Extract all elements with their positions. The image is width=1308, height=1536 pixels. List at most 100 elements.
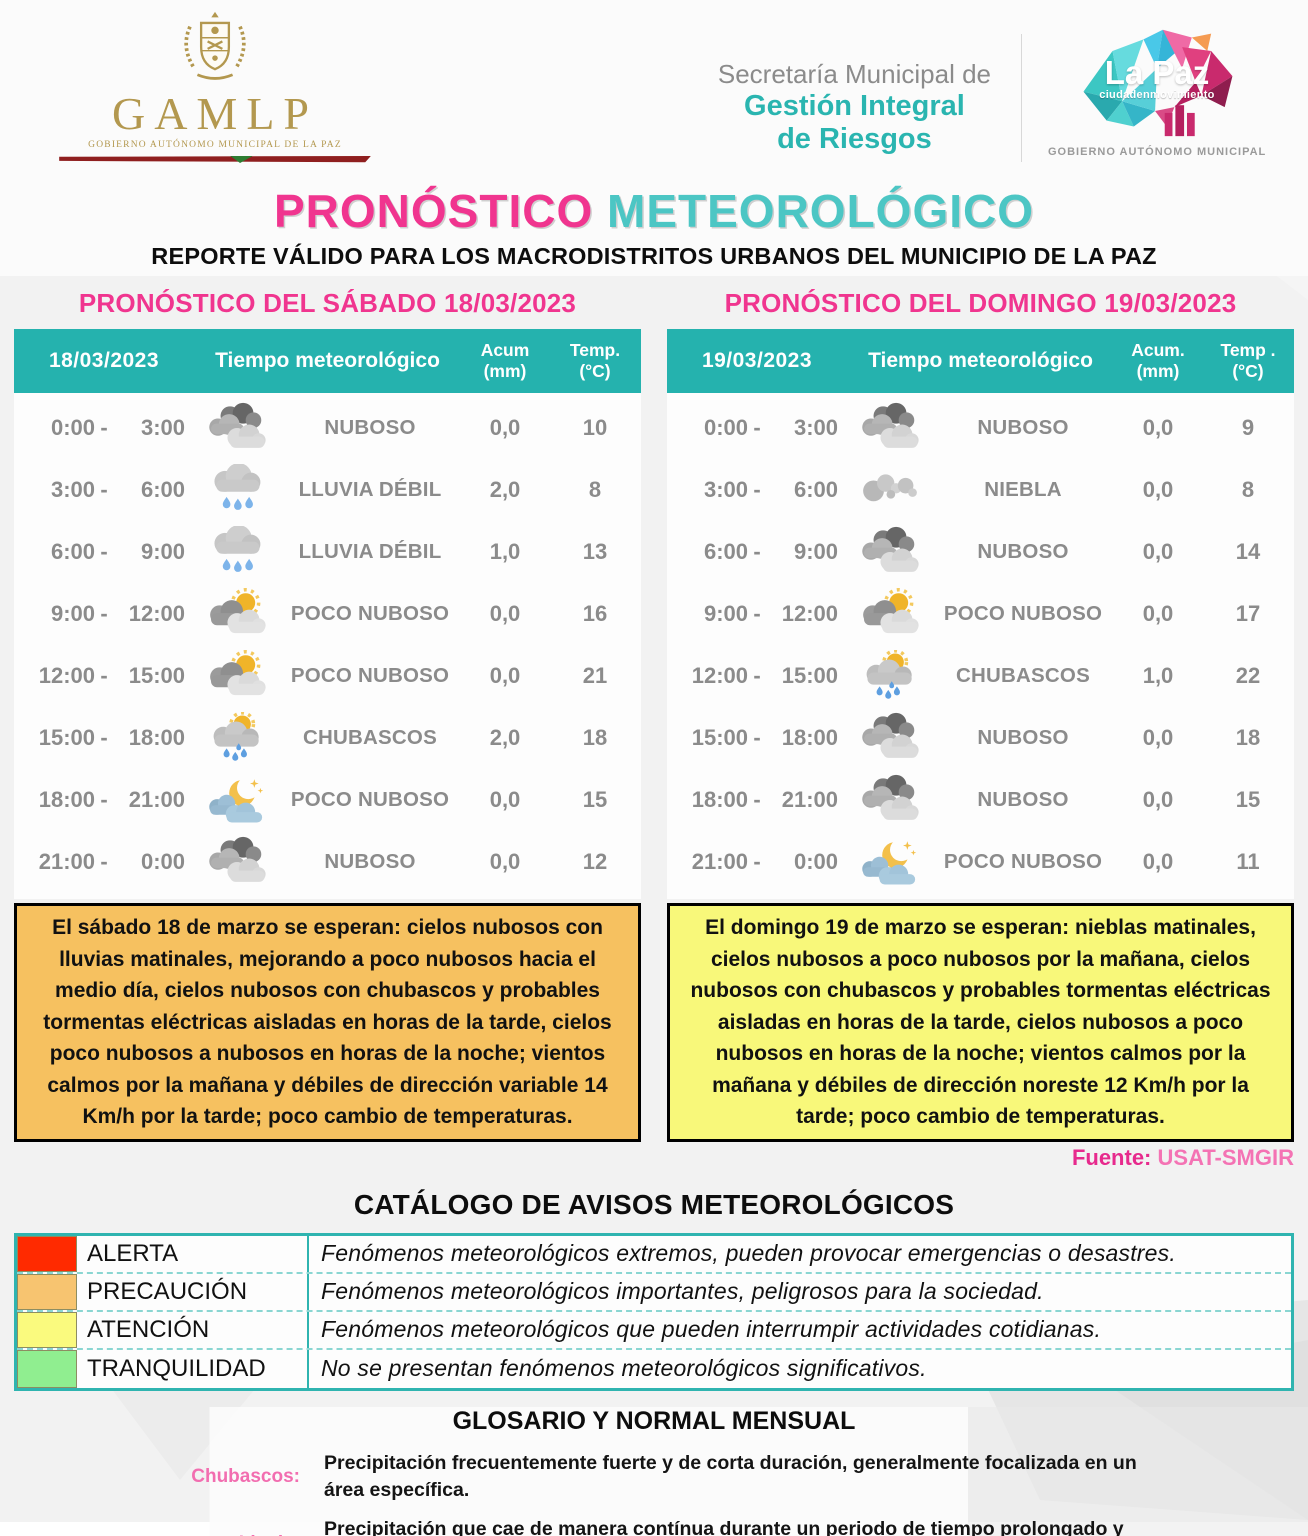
weather-description: CHUBASCOS (303, 726, 437, 749)
time-end: 15:00 (128, 663, 185, 688)
time-range: 18:00-21:00 (14, 787, 194, 813)
temp-value: 9 (1241, 415, 1255, 440)
table-body-sunday: 0:00-3:00 NUBOSO 0,0 9 3:00-6:00 NIEBLA … (667, 393, 1294, 899)
time-separator: - (753, 539, 761, 564)
temp-value: 13 (582, 539, 608, 564)
temp-value: 16 (582, 601, 608, 626)
acum-value: 0,0 (489, 663, 521, 688)
acum-value: 0,0 (1142, 849, 1174, 874)
time-separator: - (100, 415, 108, 440)
weather-description: POCO NUBOSO (290, 664, 450, 687)
lapaz-tagline: ciudadenmovimiento (1099, 89, 1215, 101)
weather-description: NUBOSO (324, 416, 416, 439)
glossary-entry: Lluvia: Precipitación que cae de manera … (0, 1516, 1308, 1536)
secretaria-line1: Secretaría Municipal de (717, 59, 991, 89)
lapaz-map-icon (1083, 29, 1233, 137)
table-row: 15:00-18:00 CHUBASCOS 2,0 18 (14, 707, 641, 769)
column-header-date: 18/03/2023 (48, 349, 160, 372)
forecast-summary-sunday: El domingo 19 de marzo se esperan: niebl… (667, 903, 1294, 1142)
time-start: 15:00 (38, 725, 95, 750)
time-start: 9:00 (703, 601, 748, 626)
table-row: 9:00-12:00 POCO NUBOSO 0,0 17 (667, 583, 1294, 645)
catalog-title: CATÁLOGO DE AVISOS METEOROLÓGICOS (353, 1188, 955, 1220)
time-start: 6:00 (50, 539, 95, 564)
time-separator: - (100, 725, 108, 750)
gamlp-logo: GAMLP GOBIERNO AUTÓNOMO MUNICIPAL DE LA … (50, 8, 380, 171)
title-band: PRONÓSTICO METEOROLÓGICO REPORTE VÁLIDO … (0, 180, 1308, 276)
cloudy-icon (858, 526, 922, 578)
time-end: 18:00 (781, 725, 838, 750)
time-end: 18:00 (128, 725, 185, 750)
alert-level-label: TRANQUILIDAD (77, 1349, 309, 1388)
time-start: 0:00 (50, 415, 95, 440)
acum-value: 0,0 (489, 415, 521, 440)
atencion-color-swatch (17, 1311, 77, 1348)
time-start: 21:00 (691, 849, 748, 874)
sun-showers-icon (858, 650, 922, 702)
time-separator: - (753, 725, 761, 750)
catalog-row: ALERTA Fenómenos meteorológicos extremos… (17, 1235, 1291, 1274)
title-part2: METEOROLÓGICO (607, 185, 1035, 237)
table-row: 0:00- 3:00 NUBOSO 0,0 10 (14, 397, 641, 459)
acum-value: 2,0 (489, 477, 521, 502)
source-line: Fuente: USAT-SMGIR (667, 1145, 1294, 1171)
temp-header-line2: (°C) (1232, 361, 1264, 381)
acum-header-line2: (mm) (1136, 361, 1180, 381)
alerta-color-swatch (17, 1235, 77, 1272)
temp-value: 22 (1235, 663, 1261, 688)
table-row: 18:00-21:00 POCO NUBOSO 0,0 15 (14, 769, 641, 831)
time-end: 0:00 (140, 849, 185, 874)
partly-sunny-icon (205, 650, 269, 702)
weather-description: NUBOSO (977, 540, 1069, 563)
temp-value: 18 (582, 725, 608, 750)
glossary-definition: Precipitación frecuentemente fuerte y de… (324, 1451, 1137, 1501)
time-start: 0:00 (703, 415, 748, 440)
time-separator: - (753, 849, 761, 874)
table-header-sunday: 19/03/2023 Tiempo meteorológico Acum. (m… (667, 329, 1294, 393)
table-row: 15:00-18:00 NUBOSO 0,0 18 (667, 707, 1294, 769)
secretaria-line2: Gestión Integral (744, 89, 965, 122)
time-start: 12:00 (38, 663, 95, 688)
column-header-acum: Acum. (mm) (1114, 340, 1202, 382)
time-range: 12:00-15:00 (14, 663, 194, 689)
glossary-entry: Chubascos: Precipitación frecuentemente … (0, 1450, 1308, 1505)
time-separator: - (753, 601, 761, 626)
table-row: 12:00-15:00 CHUBASCOS 1,0 22 (667, 645, 1294, 707)
acum-value: 0,0 (1142, 477, 1174, 502)
acum-header-line1: Acum. (1131, 340, 1185, 360)
tranquilidad-color-swatch (17, 1349, 77, 1388)
alert-level-label: PRECAUCIÓN (77, 1273, 309, 1310)
sun-showers-icon (205, 712, 269, 764)
alert-level-description: Fenómenos meteorológicos que pueden inte… (321, 1316, 1102, 1342)
column-header-temp: Temp . (°C) (1202, 340, 1294, 382)
secretaria-block: Secretaría Municipal de Gestión Integral… (718, 8, 991, 157)
temp-value: 14 (1235, 539, 1261, 564)
source-label: Fuente: (1071, 1144, 1152, 1170)
time-end: 9:00 (140, 539, 185, 564)
gamlp-crest-icon (184, 11, 246, 80)
acum-value: 0,0 (1142, 539, 1174, 564)
time-end: 21:00 (781, 787, 838, 812)
time-range: 18:00-21:00 (667, 787, 847, 813)
forecast-summary-saturday: El sábado 18 de marzo se esperan: cielos… (14, 903, 641, 1142)
weather-description: LLUVIA DÉBIL (298, 540, 442, 563)
acum-value: 0,0 (1142, 415, 1174, 440)
forecast-heading-saturday: PRONÓSTICO DEL SÁBADO 18/03/2023 (78, 288, 577, 318)
time-range: 0:00- 3:00 (667, 415, 847, 441)
source-value: USAT-SMGIR (1157, 1144, 1294, 1170)
time-start: 3:00 (50, 477, 95, 502)
table-row: 6:00- 9:00 LLUVIA DÉBIL 1,0 13 (14, 521, 641, 583)
cloudy-icon (858, 402, 922, 454)
time-end: 21:00 (128, 787, 185, 812)
cloudy-icon (858, 712, 922, 764)
acum-value: 2,0 (489, 725, 521, 750)
time-start: 12:00 (691, 663, 748, 688)
catalog-row: TRANQUILIDAD No se presentan fenómenos m… (17, 1349, 1291, 1388)
moon-clouds-icon (858, 836, 922, 888)
temp-value: 15 (582, 787, 608, 812)
weather-description: CHUBASCOS (956, 664, 1090, 687)
fog-icon (858, 464, 922, 516)
table-row: 21:00- 0:00 NUBOSO 0,0 12 (14, 831, 641, 893)
time-end: 12:00 (781, 601, 838, 626)
